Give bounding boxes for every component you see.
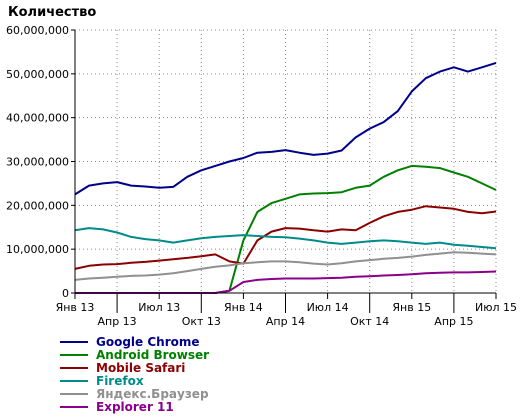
series-line-google-chrome bbox=[74, 61, 497, 196]
plot-background bbox=[75, 30, 496, 293]
x-tick-label: Июл 14 bbox=[307, 301, 349, 314]
y-tick-labels: 0 10,000,000 20,000,000 30,000,000 40,000,00… bbox=[6, 24, 75, 300]
y-tick-label: 30,000,000 bbox=[6, 156, 69, 169]
y-tick-label: 50,000,000 bbox=[6, 68, 69, 81]
plot-area bbox=[75, 30, 496, 293]
y-tick-label: 20,000,000 bbox=[6, 199, 69, 212]
x-tick-label: Окт 13 bbox=[182, 315, 221, 328]
y-tick-label: 0 bbox=[62, 287, 69, 300]
y-tick-label: 40,000,000 bbox=[6, 112, 69, 125]
x-tick-label: Янв 14 bbox=[224, 301, 263, 314]
legend-label: Яндекс.Браузер bbox=[96, 387, 209, 401]
x-tick-label: Апр 14 bbox=[266, 315, 305, 328]
y-axis-label-group: Количество bbox=[8, 5, 96, 20]
legend-label: Firefox bbox=[96, 374, 144, 388]
series-line-firefox bbox=[74, 227, 497, 250]
series-line-яндекс-браузер bbox=[74, 251, 497, 281]
x-tick-label: Июл 13 bbox=[138, 301, 180, 314]
legend-label: Explorer 11 bbox=[96, 400, 174, 414]
x-tick-label: Янв 15 bbox=[392, 301, 431, 314]
series-line-mobile-safari bbox=[74, 205, 497, 270]
y-axis-label: Количество bbox=[8, 5, 96, 20]
x-tick-label: Июл 15 bbox=[475, 301, 517, 314]
x-tick-label: Апр 15 bbox=[434, 315, 473, 328]
x-tick-label: Янв 13 bbox=[56, 301, 95, 314]
legend-label: Mobile Safari bbox=[96, 361, 185, 375]
x-tick-label: Апр 13 bbox=[97, 315, 136, 328]
x-tick-label: Окт 14 bbox=[350, 315, 389, 328]
legend-label: Google Chrome bbox=[96, 335, 200, 349]
y-tick-label: 10,000,000 bbox=[6, 243, 69, 256]
legend-label: Android Browser bbox=[96, 348, 209, 362]
y-tick-label: 60,000,000 bbox=[6, 24, 69, 37]
x-tick-labels: Янв 13 Июл 13 Янв 14 Июл 14 Янв 15 Июл 15Апр … bbox=[56, 293, 517, 328]
